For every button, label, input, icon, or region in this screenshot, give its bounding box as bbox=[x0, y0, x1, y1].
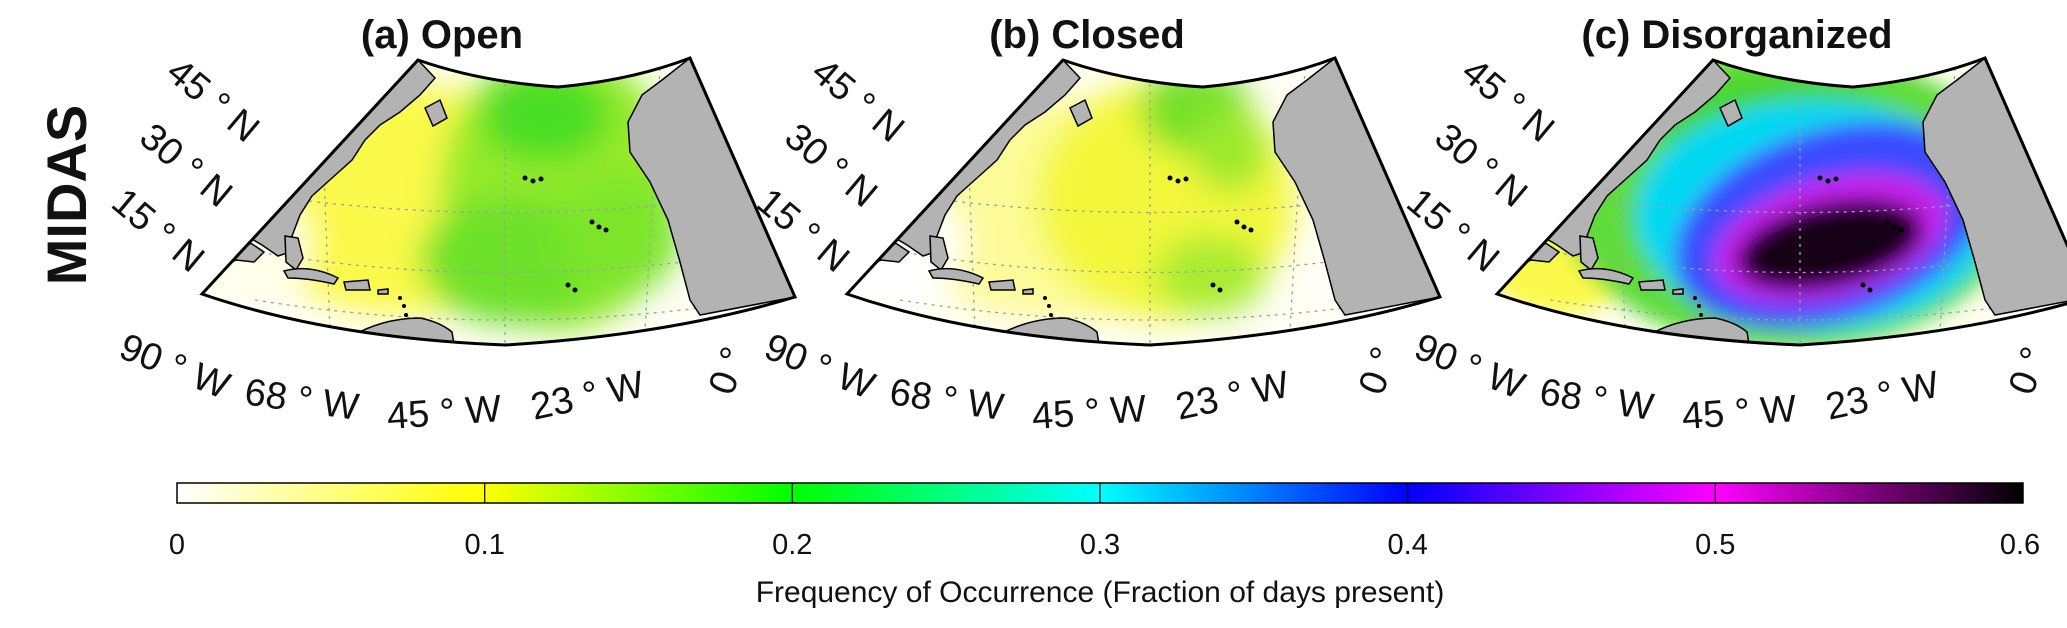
lon-label: 45 ° W bbox=[1681, 388, 1798, 438]
panel-title: (b) Closed bbox=[989, 13, 1185, 57]
lon-label: 68 ° W bbox=[887, 371, 1006, 429]
lon-label: 23 ° W bbox=[1172, 364, 1293, 429]
colorbar-title: Frequency of Occurrence (Fraction of day… bbox=[756, 576, 1445, 609]
map-frame bbox=[199, 56, 798, 347]
lon-label: 45 ° W bbox=[386, 388, 503, 438]
colorbar-tick-label: 0.4 bbox=[1388, 529, 1428, 561]
map-frame bbox=[1494, 56, 2067, 347]
colorbar-tick-label: 0.6 bbox=[2000, 529, 2040, 561]
map-disorganized bbox=[1497, 58, 2067, 345]
panel-title: (a) Open bbox=[361, 13, 523, 57]
colorbar: 0 0.1 0.2 0.3 0.4 0.5 0.6 Frequency of O… bbox=[169, 482, 2040, 609]
panel-title: (c) Disorganized bbox=[1581, 13, 1892, 57]
lon-label: 0 ° bbox=[1351, 342, 1407, 400]
lon-label: 90 ° W bbox=[1409, 326, 1531, 408]
lon-label: 68 ° W bbox=[1537, 371, 1656, 429]
lon-label: 0 ° bbox=[701, 342, 757, 400]
map-frame bbox=[844, 56, 1443, 347]
lon-label: 23 ° W bbox=[1822, 364, 1943, 429]
row-label: MIDAS bbox=[35, 105, 98, 285]
colorbar-tick-label: 0.2 bbox=[772, 529, 812, 561]
colorbar-tick-label: 0.5 bbox=[1695, 529, 1735, 561]
lon-label: 0 ° bbox=[2001, 342, 2057, 400]
lon-label: 45 ° W bbox=[1031, 388, 1148, 438]
colorbar-tick-label: 0 bbox=[169, 529, 185, 561]
panel-open: (a) Open bbox=[199, 13, 798, 347]
lon-label: 68 ° W bbox=[242, 371, 361, 429]
lon-label: 23 ° W bbox=[527, 364, 648, 429]
colorbar-tick-label: 0.1 bbox=[465, 529, 505, 561]
colorbar-tick-label: 0.3 bbox=[1080, 529, 1120, 561]
map-closed bbox=[847, 58, 1440, 345]
panel-closed: (b) Closed bbox=[844, 13, 1443, 347]
map-open bbox=[202, 58, 795, 345]
lon-label: 90 ° W bbox=[114, 326, 236, 408]
panel-disorganized: (c) Disorganized bbox=[1494, 13, 2067, 347]
lon-label: 90 ° W bbox=[759, 326, 881, 408]
colorbar-ticks bbox=[484, 483, 1716, 503]
